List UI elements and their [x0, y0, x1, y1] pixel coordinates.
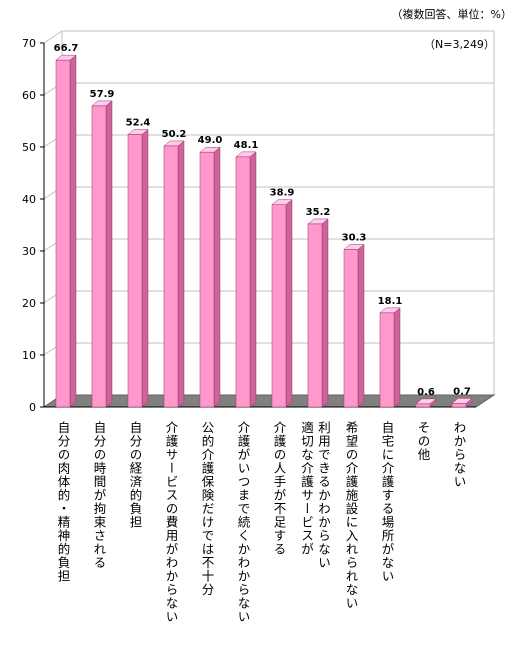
bar-value-label: 38.9	[270, 188, 295, 199]
bar-value-label: 35.2	[306, 207, 331, 218]
bar	[451, 403, 467, 408]
bar-side	[321, 218, 329, 408]
bar-value-label: 66.7	[54, 43, 79, 54]
y-tick-label: 20	[22, 297, 36, 310]
bar-value-label: 48.1	[234, 140, 259, 151]
bar-side	[177, 140, 185, 408]
bar	[379, 312, 395, 408]
category-label: 介護サービスの費用がわからない	[164, 421, 179, 624]
bar-value-label: 0.7	[453, 386, 471, 397]
bar-side	[285, 199, 293, 408]
bar	[415, 403, 431, 408]
bar	[163, 145, 179, 408]
y-tick-label: 0	[29, 401, 36, 414]
bar	[343, 249, 359, 408]
bar-value-label: 57.9	[90, 89, 115, 100]
y-tick-label: 50	[22, 141, 36, 154]
category-label: その他	[416, 421, 431, 462]
bar-side	[141, 128, 149, 408]
y-tick-label: 30	[22, 245, 36, 258]
bar-side	[213, 146, 221, 408]
y-tick-label: 70	[22, 37, 36, 50]
bar	[91, 105, 107, 408]
bar-value-label: 18.1	[378, 296, 403, 307]
bar-side	[393, 307, 401, 408]
category-label: 自分の経済的負担	[128, 421, 143, 529]
bar	[235, 156, 251, 408]
y-tick-label: 10	[22, 349, 36, 362]
y-tick-label: 40	[22, 193, 36, 206]
category-label: 自分の肉体的・精神的負担	[56, 421, 71, 583]
bar	[55, 59, 71, 408]
bar	[271, 204, 287, 408]
category-label: 利用できるかわからない	[316, 421, 331, 570]
bar-value-label: 49.0	[198, 135, 223, 146]
category-label: 介護の人手が不足する	[272, 421, 287, 556]
category-label: 自宅に介護する場所がない	[380, 421, 395, 583]
category-label: 希望の介護施設に入れられない	[344, 420, 359, 610]
gridline-wall	[43, 30, 63, 44]
bar	[307, 223, 323, 408]
bar-side	[249, 151, 257, 408]
bar-value-label: 50.2	[162, 129, 187, 140]
category-label: 介護がいつまで続くかわからない	[236, 421, 251, 624]
bar-side	[69, 54, 77, 408]
bar-value-label: 30.3	[342, 232, 367, 243]
bar-value-label: 0.6	[417, 387, 435, 398]
sample-size-note: （N=3,249）	[424, 38, 495, 51]
y-tick-label: 60	[22, 89, 36, 102]
bar-side	[357, 243, 365, 408]
category-label: わからない	[452, 421, 467, 489]
category-label: 自分の時間が拘束される	[92, 421, 107, 570]
bar	[199, 151, 215, 408]
category-label: 適切な介護サービスが	[299, 420, 314, 556]
category-label: 公的介護保険だけでは不十分	[200, 421, 215, 597]
bar-value-label: 52.4	[126, 118, 151, 129]
unit-note: （複数回答、単位：%）	[391, 8, 512, 21]
bar	[127, 134, 143, 408]
bar-side	[105, 100, 113, 408]
